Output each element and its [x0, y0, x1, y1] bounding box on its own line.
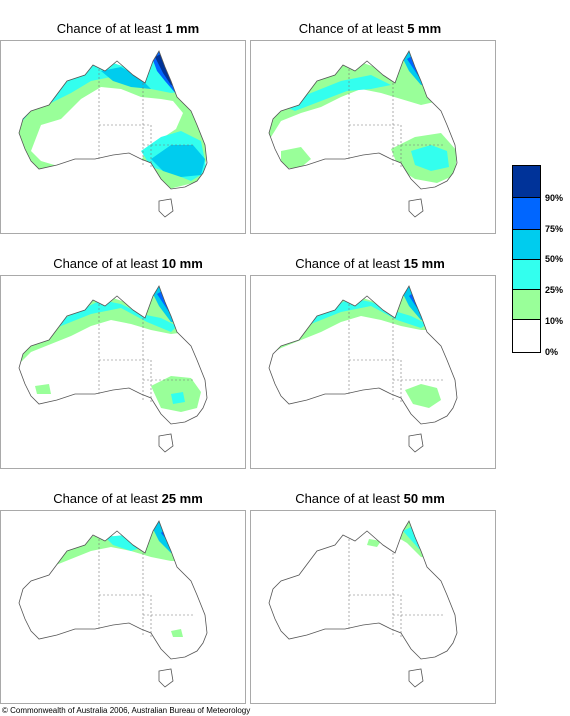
panel-title-15mm: Chance of at least 15 mm — [295, 256, 445, 271]
copyright-notice: © Commonwealth of Australia 2006, Austra… — [2, 706, 251, 715]
legend-swatch-25 — [512, 259, 541, 289]
panel-title-50mm: Chance of at least 50 mm — [295, 491, 445, 506]
panel-title-1mm: Chance of at least 1 mm — [56, 21, 200, 36]
legend-label-75: 75% — [545, 224, 564, 234]
panel-title-25mm: Chance of at least 25 mm — [53, 491, 203, 506]
map-50mm — [250, 510, 496, 704]
legend-swatch-90 — [512, 165, 541, 197]
legend-label-50: 50% — [545, 254, 564, 264]
legend-swatch-75 — [512, 197, 541, 229]
legend-swatch-10 — [512, 289, 541, 319]
map-10mm — [0, 275, 246, 469]
legend-label-25: 25% — [545, 285, 564, 295]
legend-swatch-0 — [512, 319, 541, 353]
map-15mm — [250, 275, 496, 469]
map-1mm — [0, 40, 246, 234]
map-25mm — [0, 510, 246, 704]
legend-label-10: 10% — [545, 316, 564, 326]
legend-label-0: 0% — [545, 347, 559, 357]
legend-swatch-50 — [512, 229, 541, 259]
panel-title-5mm: Chance of at least 5 mm — [298, 21, 442, 36]
legend-label-90: 90% — [545, 193, 564, 203]
map-5mm — [250, 40, 496, 234]
panel-title-10mm: Chance of at least 10 mm — [53, 256, 203, 271]
